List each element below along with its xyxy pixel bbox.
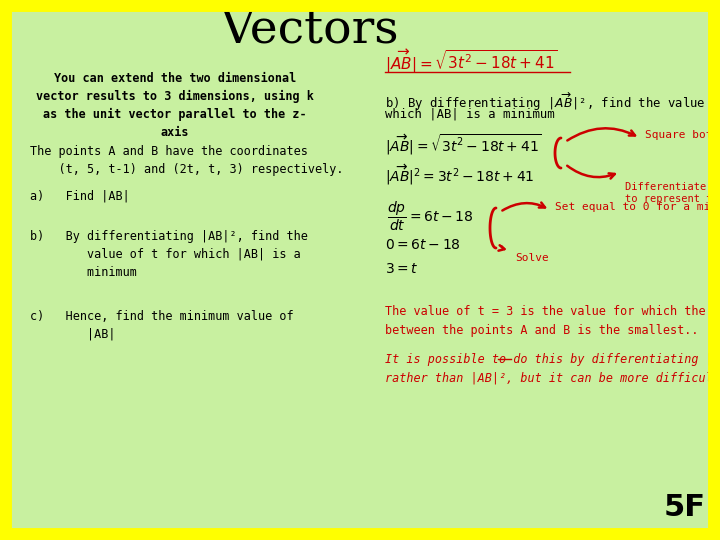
Text: $3 = t$: $3 = t$ (385, 262, 419, 276)
Text: Solve: Solve (515, 253, 549, 263)
Text: b)   By differentiating |AB|², find the
        value of t for which |AB| is a
 : b) By differentiating |AB|², find the va… (30, 230, 308, 279)
Text: $|\overrightarrow{AB}| = \sqrt{3t^2 - 18t + 41}$: $|\overrightarrow{AB}| = \sqrt{3t^2 - 18… (385, 48, 558, 76)
Text: $0 = 6t - 18$: $0 = 6t - 18$ (385, 238, 461, 252)
Text: b) By differentiating |$\overrightarrow{AB}$|², find the value of t for: b) By differentiating |$\overrightarrow{… (385, 90, 720, 113)
Text: c)   Hence, find the minimum value of
        |AB|: c) Hence, find the minimum value of |AB| (30, 310, 294, 341)
Text: $\dfrac{dp}{dt} = 6t - 18$: $\dfrac{dp}{dt} = 6t - 18$ (387, 200, 474, 233)
Text: The value of t = 3 is the value for which the distance
between the points A and : The value of t = 3 is the value for whic… (385, 305, 720, 337)
Text: You can extend the two dimensional
vector results to 3 dimensions, using k
as th: You can extend the two dimensional vecto… (36, 72, 314, 139)
Text: It is possible to do this by differentiating |AB|
rather than |AB|², but it can : It is possible to do this by differentia… (385, 353, 720, 385)
Text: which |AB| is a minimum: which |AB| is a minimum (385, 108, 554, 121)
Text: Square both sides: Square both sides (645, 130, 720, 140)
Text: Set equal to 0 for a minimum: Set equal to 0 for a minimum (555, 202, 720, 212)
Text: Differentiate (often p is used
to represent the vector): Differentiate (often p is used to repres… (625, 182, 720, 204)
Text: Vectors: Vectors (221, 8, 400, 52)
Text: The points A and B have the coordinates
    (t, 5, t-1) and (2t, t, 3) respectiv: The points A and B have the coordinates … (30, 145, 343, 176)
Text: $|\overrightarrow{AB}|^2 = 3t^2 - 18t + 41$: $|\overrightarrow{AB}|^2 = 3t^2 - 18t + … (385, 162, 534, 187)
Text: $|\overrightarrow{AB}| = \sqrt{3t^2 - 18t + 41}$: $|\overrightarrow{AB}| = \sqrt{3t^2 - 18… (385, 132, 541, 157)
Text: 5F: 5F (664, 493, 706, 522)
Text: a)   Find |AB|: a) Find |AB| (30, 190, 130, 203)
